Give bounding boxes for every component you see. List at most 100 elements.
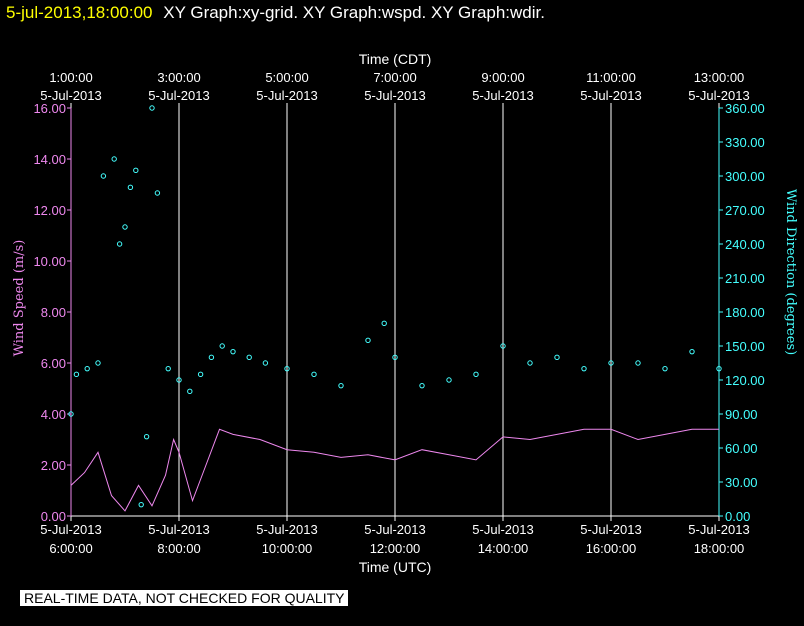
wind-direction-point (111, 156, 117, 162)
right-tick-label: 30.00 (725, 475, 758, 490)
axes: 5-Jul-2013 6:00:00 5-Jul-2013 8:00:00 5-Jul-… (33, 70, 764, 556)
top-tick-time: 7:00:00 (373, 70, 416, 85)
left-tick-label: 8.00 (41, 305, 66, 320)
top-tick-time: 11:00:00 (586, 70, 636, 85)
right-tick-label: 330.00 (725, 135, 765, 150)
x-tick-date: 5-Jul-2013 (40, 522, 101, 537)
x-tick-date: 5-Jul-2013 (580, 522, 641, 537)
left-tick-label: 6.00 (41, 356, 66, 371)
wind-direction-point (116, 241, 123, 247)
x-tick-time: 10:00:00 (262, 541, 313, 556)
wind-direction-point (100, 173, 107, 179)
left-axis-label: Wind Speed (m/s) (12, 240, 27, 357)
left-tick-label: 14.00 (33, 152, 66, 167)
top-tick-time: 9:00:00 (481, 70, 524, 85)
wind-direction-point (187, 388, 193, 395)
wind-direction-point (133, 167, 139, 174)
right-tick-label: 180.00 (725, 305, 765, 320)
wind-direction-point (143, 433, 150, 440)
series-group (68, 105, 722, 512)
wind-direction-point (246, 354, 252, 361)
x-tick-date: 5-Jul-2013 (688, 522, 749, 537)
top-tick-time: 3:00:00 (157, 70, 200, 85)
wind-direction-point (165, 365, 171, 372)
top-tick-time: 13:00:00 (694, 70, 745, 85)
right-tick-label: 60.00 (725, 441, 758, 456)
graph-header: 5-jul-2013,18:00:00 XY Graph:xy-grid. XY… (6, 3, 545, 23)
wind-direction-point (138, 501, 144, 508)
right-tick-label: 270.00 (725, 203, 765, 218)
timestamp: 5-jul-2013,18:00:00 (6, 3, 153, 22)
wind-direction-point (608, 360, 614, 366)
left-tick-label: 4.00 (41, 407, 66, 422)
wind-direction-point (95, 360, 101, 366)
right-tick-label: 300.00 (725, 169, 765, 184)
left-tick-label: 16.00 (33, 101, 66, 116)
left-tick-label: 0.00 (41, 509, 66, 524)
wind-direction-point (689, 348, 695, 355)
wind-direction-point (284, 365, 290, 372)
right-tick-label: 360.00 (725, 101, 765, 116)
wind-direction-point (381, 320, 387, 327)
right-tick-label: 240.00 (725, 237, 765, 252)
top-tick-date: 5-Jul-2013 (256, 88, 317, 103)
wind-direction-point (446, 377, 452, 383)
wind-direction-point (208, 354, 215, 361)
x-tick-date: 5-Jul-2013 (472, 522, 533, 537)
right-tick-label: 150.00 (725, 339, 765, 354)
top-tick-date: 5-Jul-2013 (40, 88, 101, 103)
right-tick-label: 120.00 (725, 373, 765, 388)
wind-direction-point (127, 184, 134, 191)
wind-direction-point (527, 360, 533, 366)
x-tick-time: 8:00:00 (157, 541, 200, 556)
wind-direction-point (392, 354, 398, 361)
x-tick-time: 6:00:00 (49, 541, 92, 556)
x-tick-time: 14:00:00 (478, 541, 529, 556)
wind-direction-point (68, 411, 74, 417)
top-tick-date: 5-Jul-2013 (688, 88, 749, 103)
left-tick-label: 2.00 (41, 458, 66, 473)
x-tick-time: 12:00:00 (370, 541, 421, 556)
x-tick-date: 5-Jul-2013 (148, 522, 209, 537)
wind-direction-point (581, 365, 587, 372)
left-tick-label: 12.00 (33, 203, 66, 218)
top-tick-date: 5-Jul-2013 (580, 88, 641, 103)
left-tick-label: 10.00 (33, 254, 66, 269)
wind-direction-point (73, 371, 80, 378)
wind-direction-point (122, 224, 128, 230)
top-tick-date: 5-Jul-2013 (364, 88, 425, 103)
wind-direction-point (716, 365, 722, 372)
wind-direction-point (176, 377, 182, 383)
wind-direction-point (419, 382, 425, 389)
wind-direction-point (197, 371, 204, 378)
x-tick-date: 5-Jul-2013 (364, 522, 425, 537)
wind-direction-point (662, 365, 668, 372)
top-tick-date: 5-Jul-2013 (148, 88, 209, 103)
x-tick-time: 18:00:00 (694, 541, 745, 556)
wind-direction-point (500, 343, 506, 349)
wind-direction-point (365, 337, 371, 344)
bottom-axis-label: Time (UTC) (359, 559, 432, 575)
wind-direction-point (262, 360, 269, 366)
right-tick-label: 0.00 (725, 509, 750, 524)
wind-speed-line (70, 428, 719, 512)
top-tick-time: 1:00:00 (49, 70, 92, 85)
wind-direction-point (554, 354, 560, 361)
wind-direction-point (230, 348, 236, 355)
wind-direction-point (149, 105, 155, 111)
wind-direction-point (473, 371, 479, 378)
wind-direction-point (635, 360, 641, 366)
wind-direction-point (154, 190, 161, 196)
wind-direction-point (311, 371, 317, 378)
right-axis-label: Wind Direction (degrees) (783, 189, 798, 355)
right-tick-label: 210.00 (725, 271, 765, 286)
wind-direction-point (338, 382, 344, 389)
wind-direction-point (219, 343, 225, 349)
quality-banner: REAL-TIME DATA, NOT CHECKED FOR QUALITY (20, 590, 349, 606)
top-axis-label: Time (CDT) (359, 51, 432, 67)
wind-direction-point (84, 365, 90, 372)
top-tick-date: 5-Jul-2013 (472, 88, 533, 103)
top-tick-time: 5:00:00 (265, 70, 308, 85)
graph-titles: XY Graph:xy-grid. XY Graph:wspd. XY Grap… (163, 3, 545, 22)
